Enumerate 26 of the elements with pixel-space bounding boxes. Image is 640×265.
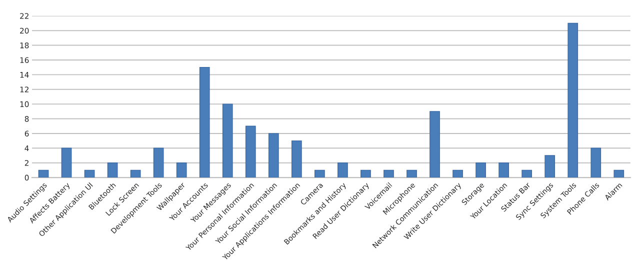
bar <box>176 162 187 178</box>
bar <box>522 170 532 178</box>
bar <box>544 155 556 178</box>
bar <box>153 148 164 178</box>
bar <box>614 170 624 178</box>
bar <box>452 170 463 178</box>
bar <box>38 170 49 178</box>
bar <box>476 162 486 178</box>
bar <box>314 170 325 178</box>
bar <box>384 170 394 178</box>
bar <box>107 162 118 178</box>
bar <box>406 170 417 178</box>
bar <box>291 140 302 178</box>
bar <box>568 22 578 178</box>
bar <box>61 148 72 178</box>
bar <box>84 170 95 178</box>
bar <box>498 162 509 178</box>
bar <box>430 111 440 178</box>
bar <box>338 162 348 178</box>
bar <box>360 170 371 178</box>
bar <box>590 148 602 178</box>
bar <box>222 104 233 178</box>
bar <box>245 126 256 178</box>
bar <box>199 66 210 178</box>
bar <box>130 170 141 178</box>
bar <box>268 133 279 178</box>
